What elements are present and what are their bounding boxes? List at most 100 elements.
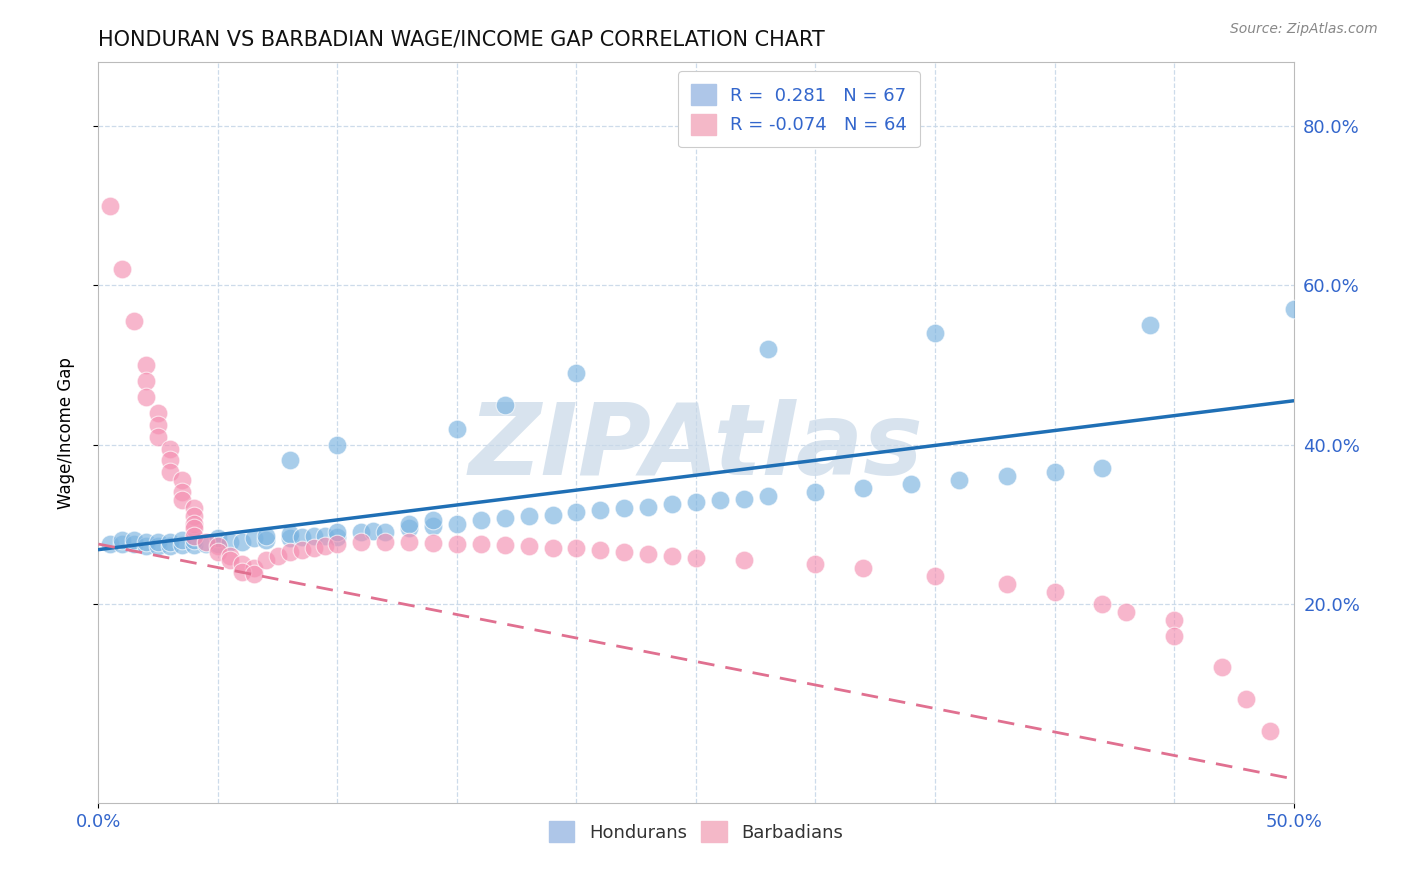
Point <box>995 469 1018 483</box>
Point <box>1234 692 1257 706</box>
Point <box>183 517 205 532</box>
Point <box>243 561 266 575</box>
Point <box>326 525 349 540</box>
Point <box>159 466 181 480</box>
Point <box>1091 461 1114 475</box>
Point <box>589 542 612 557</box>
Point <box>124 537 146 551</box>
Text: ZIPAtlas: ZIPAtlas <box>468 399 924 496</box>
Point <box>756 489 779 503</box>
Point <box>924 326 946 340</box>
Point <box>637 500 659 514</box>
Point <box>398 521 420 535</box>
Point <box>159 442 181 456</box>
Point <box>661 549 683 563</box>
Point <box>278 453 301 467</box>
Point <box>326 537 349 551</box>
Point <box>195 537 218 551</box>
Point <box>446 517 468 532</box>
Point <box>183 533 205 547</box>
Point <box>709 493 731 508</box>
Point <box>254 529 277 543</box>
Point <box>326 530 349 544</box>
Point <box>422 536 444 550</box>
Point <box>446 537 468 551</box>
Point <box>995 577 1018 591</box>
Point <box>159 534 181 549</box>
Point <box>900 477 922 491</box>
Point <box>291 530 314 544</box>
Point <box>278 526 301 541</box>
Point <box>207 532 229 546</box>
Point <box>183 501 205 516</box>
Point <box>243 566 266 581</box>
Point <box>278 532 301 546</box>
Point <box>541 508 564 522</box>
Point <box>350 525 373 540</box>
Point <box>195 534 218 549</box>
Point <box>1139 318 1161 333</box>
Point <box>148 534 170 549</box>
Point <box>613 545 636 559</box>
Point <box>148 406 170 420</box>
Point <box>183 529 205 543</box>
Point <box>315 529 337 543</box>
Point <box>374 525 396 540</box>
Point <box>422 518 444 533</box>
Point <box>565 366 588 380</box>
Point <box>111 533 134 547</box>
Point <box>254 553 277 567</box>
Point <box>661 497 683 511</box>
Point <box>363 524 385 538</box>
Text: HONDURAN VS BARBADIAN WAGE/INCOME GAP CORRELATION CHART: HONDURAN VS BARBADIAN WAGE/INCOME GAP CO… <box>98 29 825 50</box>
Point <box>948 474 970 488</box>
Point <box>804 485 827 500</box>
Point <box>254 533 277 547</box>
Point <box>172 493 194 508</box>
Point <box>565 541 588 555</box>
Point <box>1163 613 1185 627</box>
Point <box>398 517 420 532</box>
Point <box>124 533 146 547</box>
Point <box>243 532 266 546</box>
Point <box>219 534 242 549</box>
Point <box>111 262 134 277</box>
Point <box>135 534 157 549</box>
Point <box>517 540 540 554</box>
Point <box>183 538 205 552</box>
Point <box>172 485 194 500</box>
Point <box>124 314 146 328</box>
Point <box>494 510 516 524</box>
Point <box>135 358 157 372</box>
Point <box>98 537 122 551</box>
Point <box>422 513 444 527</box>
Point <box>135 390 157 404</box>
Point <box>517 509 540 524</box>
Point <box>231 557 253 571</box>
Point <box>148 417 170 432</box>
Point <box>207 537 229 551</box>
Point <box>1211 660 1233 674</box>
Point <box>148 540 170 554</box>
Point <box>1282 302 1305 317</box>
Point <box>111 537 134 551</box>
Point <box>541 541 564 555</box>
Point <box>219 553 242 567</box>
Point <box>565 505 588 519</box>
Point <box>159 540 181 554</box>
Point <box>852 481 875 495</box>
Point <box>350 534 373 549</box>
Point <box>733 491 755 506</box>
Point <box>1258 724 1281 739</box>
Point <box>278 545 301 559</box>
Point <box>446 422 468 436</box>
Point <box>183 521 205 535</box>
Point <box>470 537 492 551</box>
Point <box>685 495 707 509</box>
Point <box>733 553 755 567</box>
Point <box>494 538 516 552</box>
Point <box>207 545 229 559</box>
Point <box>135 540 157 554</box>
Point <box>637 548 659 562</box>
Point <box>924 569 946 583</box>
